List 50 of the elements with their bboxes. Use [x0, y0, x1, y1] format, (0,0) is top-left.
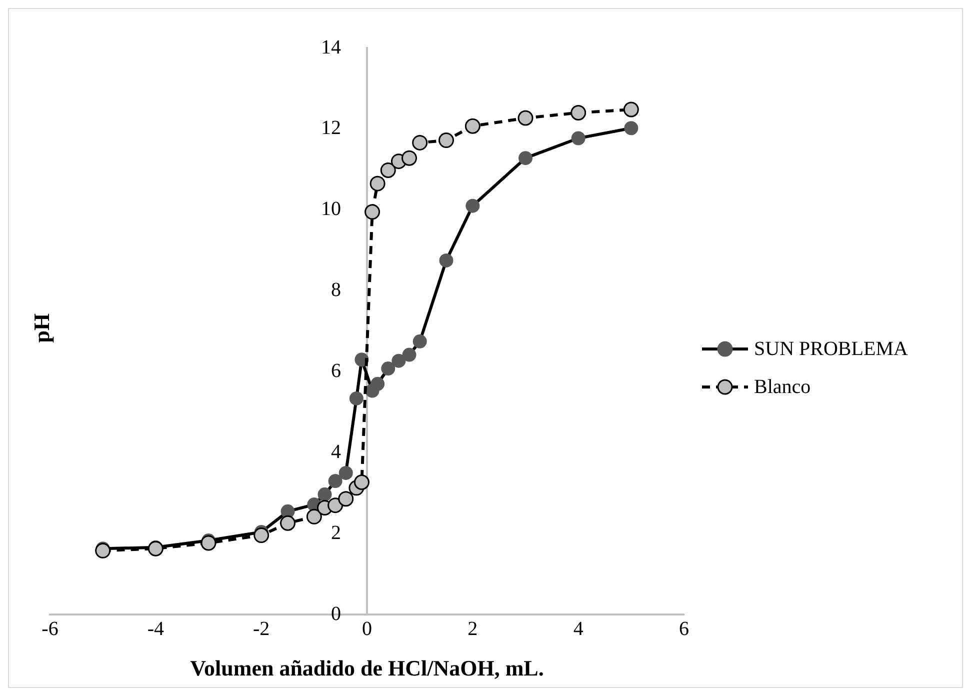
point [570, 105, 586, 121]
point [306, 508, 322, 524]
point [349, 391, 364, 406]
y-tick-label: 8 [331, 279, 341, 302]
x-tick-label: -6 [42, 618, 58, 640]
point [328, 474, 342, 488]
x-tick-label: -4 [147, 618, 164, 640]
point [200, 535, 216, 551]
point [392, 354, 406, 368]
x-axis-title: Volumen añadido de HCl/NaOH, mL. [190, 655, 544, 680]
x-tick-label: 4 [573, 618, 584, 640]
point [402, 348, 416, 362]
point [464, 118, 480, 134]
point [364, 204, 380, 220]
x-tick-label: 6 [679, 618, 689, 640]
point [370, 176, 386, 192]
y-tick-label: 12 [321, 117, 341, 140]
point [439, 253, 454, 268]
point [571, 131, 586, 146]
point [318, 487, 332, 502]
y-tick-label: 6 [331, 360, 341, 382]
point [354, 474, 370, 490]
y-axis-title: pH [29, 312, 55, 345]
point [466, 198, 480, 213]
point [338, 491, 354, 507]
point [518, 151, 532, 166]
point [254, 528, 270, 544]
point [380, 162, 396, 178]
point [328, 498, 344, 514]
y-tick-label: 2 [331, 522, 341, 544]
x-tick-label: -2 [252, 618, 270, 640]
point [280, 515, 296, 531]
y-tick-label: 0 [331, 602, 341, 625]
point [402, 150, 418, 166]
point [624, 121, 638, 136]
point [412, 334, 427, 348]
legend-label: SUN PROBLEMA [754, 338, 908, 360]
point [370, 376, 385, 391]
point [518, 110, 534, 126]
legend-label: Blanco [754, 376, 811, 398]
point [338, 466, 353, 480]
y-tick-label: 10 [321, 198, 341, 220]
point [623, 102, 639, 118]
point [438, 132, 454, 148]
x-tick-label: 0 [362, 618, 372, 640]
x-tick-label: 2 [468, 618, 478, 640]
point [412, 134, 428, 150]
y-tick-label: 14 [321, 36, 341, 58]
point [381, 362, 396, 376]
y-tick-label: 4 [331, 440, 341, 463]
